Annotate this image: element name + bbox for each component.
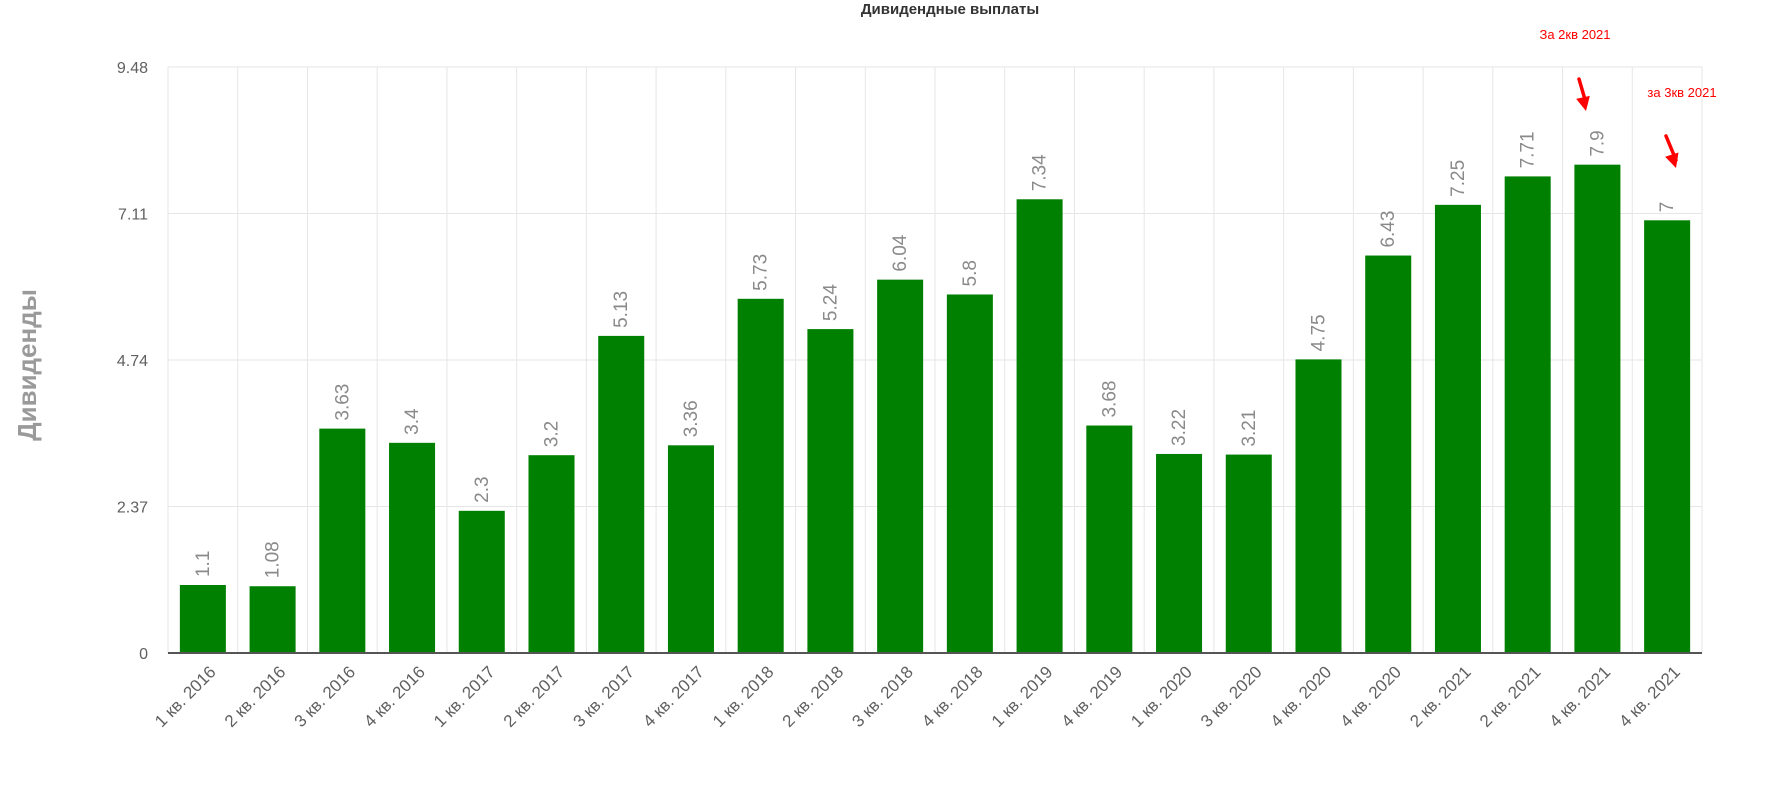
- bars: [179, 164, 1691, 654]
- data-label: 5.13: [611, 291, 632, 328]
- x-tick-label: 2 кв. 2018: [779, 662, 848, 731]
- y-tick-label: 7.11: [118, 207, 148, 224]
- x-tick-label: 3 кв. 2018: [848, 662, 917, 731]
- bar: [179, 585, 226, 653]
- x-tick-label: 4 кв. 2019: [1058, 662, 1127, 731]
- x-tick-label: 4 кв. 2021: [1615, 662, 1684, 731]
- bar: [319, 428, 366, 653]
- x-tick-label: 2 кв. 2021: [1476, 662, 1545, 731]
- data-label: 6.04: [890, 234, 911, 271]
- grid-lines: [167, 66, 1703, 654]
- bar: [1086, 425, 1133, 653]
- x-tick-label: 2 кв. 2016: [221, 662, 290, 731]
- bar: [667, 445, 714, 653]
- data-label: 7: [1657, 202, 1678, 213]
- data-label: 7.25: [1448, 160, 1469, 197]
- data-label: 5.8: [960, 260, 981, 286]
- x-tick-label: 3 кв. 2016: [291, 662, 360, 731]
- bar: [389, 442, 436, 653]
- y-tick-label: 9.48: [117, 60, 148, 77]
- bar: [1644, 220, 1691, 654]
- y-axis-label: Дивиденды: [12, 289, 42, 441]
- data-label: 2.3: [472, 476, 493, 502]
- chart-title: Дивидендные выплаты: [861, 1, 1039, 18]
- bar: [807, 329, 854, 653]
- x-tick-label: 4 кв. 2017: [639, 662, 708, 731]
- bar: [1156, 453, 1203, 653]
- y-tick-label: 2.37: [117, 500, 148, 517]
- data-label: 5.24: [820, 284, 841, 321]
- data-labels: 1.1 1.08 3.63 3.4 2.3 3.2 5.13 3.36 5.73 5.24 6.04…: [193, 130, 1678, 578]
- data-label: 6.43: [1378, 211, 1399, 248]
- x-tick-label: 4 кв. 2018: [918, 662, 987, 731]
- x-tick-label: 4 кв. 2020: [1337, 662, 1406, 731]
- y-axis-ticks: 0 2.37 4.74 7.11 9.48: [117, 60, 148, 663]
- bar: [1365, 255, 1412, 653]
- bar: [1504, 176, 1551, 654]
- x-tick-label: 1 кв. 2017: [430, 662, 499, 731]
- x-tick-label: 4 кв. 2021: [1546, 662, 1615, 731]
- bar: [946, 294, 993, 653]
- bar: [1295, 359, 1342, 653]
- data-label: 7.71: [1518, 131, 1539, 168]
- annotation-arrowhead: [1576, 95, 1590, 111]
- bar: [598, 335, 645, 653]
- y-tick-label: 4.74: [117, 353, 148, 370]
- data-label: 3.63: [332, 384, 353, 421]
- annotation-arrowhead: [1665, 152, 1679, 168]
- data-label: 5.73: [751, 254, 772, 291]
- annotation-label: за 3кв 2021: [1647, 85, 1716, 100]
- data-label: 3.68: [1099, 381, 1120, 418]
- bar: [1434, 204, 1481, 653]
- data-label: 1.1: [193, 551, 214, 577]
- data-label: 7.9: [1587, 130, 1608, 156]
- x-tick-label: 1 кв. 2019: [988, 662, 1057, 731]
- x-tick-label: 2 кв. 2017: [500, 662, 569, 731]
- bar: [528, 455, 575, 653]
- x-tick-label: 1 кв. 2020: [1127, 662, 1196, 731]
- bar: [737, 298, 784, 653]
- x-tick-label: 1 кв. 2016: [151, 662, 220, 731]
- annotation-label: За 2кв 2021: [1539, 27, 1610, 42]
- bar: [458, 510, 505, 653]
- x-tick-label: 2 кв. 2021: [1406, 662, 1475, 731]
- data-label: 7.34: [1030, 154, 1051, 191]
- x-tick-label: 3 кв. 2020: [1197, 662, 1266, 731]
- data-label: 3.4: [402, 408, 423, 435]
- bar: [1225, 454, 1272, 653]
- x-tick-label: 1 кв. 2018: [709, 662, 778, 731]
- y-tick-label: 0: [139, 646, 148, 663]
- bar: [249, 586, 296, 653]
- data-label: 4.75: [1309, 314, 1330, 351]
- x-tick-label: 3 кв. 2017: [570, 662, 639, 731]
- x-tick-label: 4 кв. 2016: [360, 662, 429, 731]
- bar: [1574, 164, 1621, 653]
- data-label: 3.21: [1239, 410, 1260, 447]
- bar: [877, 279, 924, 653]
- data-label: 3.2: [542, 421, 563, 447]
- annotations: За 2кв 2021 за 3кв 2021: [1539, 27, 1717, 168]
- bar: [1016, 199, 1063, 653]
- data-label: 1.08: [263, 541, 284, 578]
- data-label: 3.36: [681, 400, 702, 437]
- data-label: 3.22: [1169, 409, 1190, 446]
- x-tick-label: 4 кв. 2020: [1267, 662, 1336, 731]
- x-axis-ticks: 1 кв. 2016 2 кв. 2016 3 кв. 2016 4 кв. 2016…: [151, 662, 1684, 731]
